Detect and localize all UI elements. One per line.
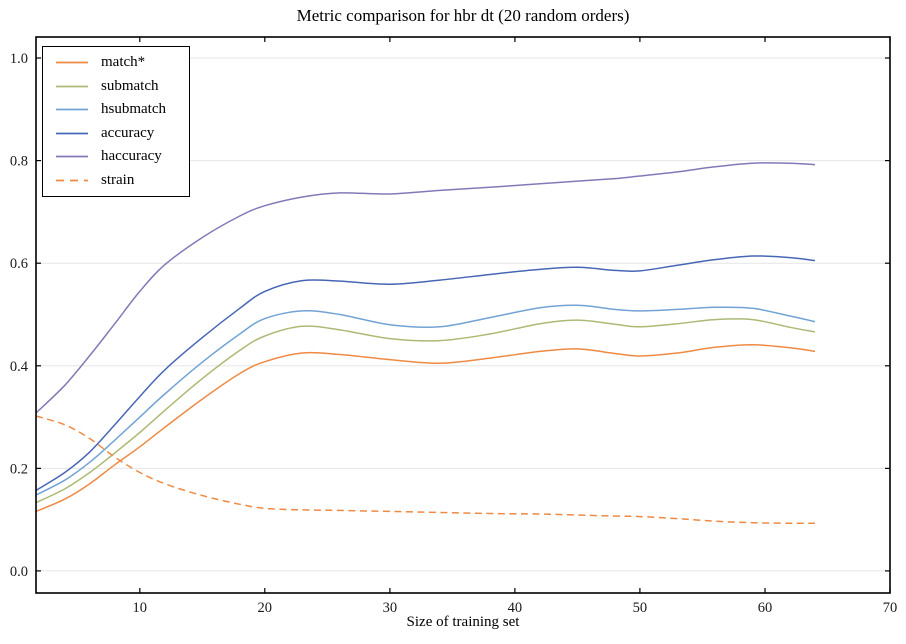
legend-line-swatch — [56, 85, 88, 88]
legend-label: haccuracy — [101, 148, 162, 165]
series-line-hsubmatch — [35, 304, 816, 496]
legend-line-swatch — [56, 61, 88, 64]
x-tick-label: 70 — [883, 600, 898, 616]
series-curves — [35, 162, 816, 524]
y-tick-label: 0.4 — [10, 359, 29, 375]
legend-line-swatch — [56, 179, 88, 182]
chart-title: Metric comparison for hbr dt (20 random … — [296, 6, 630, 25]
legend-label: match* — [101, 54, 146, 71]
y-tick-label: 0.2 — [10, 461, 28, 477]
gridlines — [36, 57, 890, 572]
legend-item-accuracy: accuracy — [55, 122, 189, 145]
series-line-submatch — [35, 318, 816, 504]
legend-item-submatch: submatch — [55, 75, 189, 98]
x-tick-label: 40 — [508, 600, 523, 616]
series-line-match — [35, 343, 816, 513]
x-tick-label: 30 — [383, 600, 398, 616]
legend-item-haccuracy: haccuracy — [55, 145, 189, 168]
legend-line-swatch — [56, 132, 88, 135]
legend-line-swatch — [56, 155, 88, 158]
x-tick-label: 10 — [133, 600, 148, 616]
legend-item-match: match* — [55, 51, 189, 74]
legend-label: submatch — [101, 77, 159, 94]
plot-border — [35, 36, 891, 594]
x-tick-label: 60 — [758, 600, 773, 616]
y-tick-label: 1.0 — [10, 51, 28, 67]
series-line-strain — [35, 415, 816, 524]
legend-label: accuracy — [101, 124, 155, 141]
tick-labels: 10 20 30 40 50 60 70 0.0 0.2 0.4 0.6 0.8 1.0 — [10, 51, 897, 616]
y-tick-label: 0.0 — [10, 564, 28, 580]
tick-marks — [36, 37, 891, 593]
legend-label: hsubmatch — [101, 101, 166, 118]
x-tick-label: 20 — [258, 600, 273, 616]
x-axis-label: Size of training set — [406, 614, 520, 630]
y-tick-label: 0.8 — [10, 154, 28, 170]
legend-line-swatch — [56, 108, 88, 111]
series-line-accuracy — [35, 255, 816, 492]
y-tick-label: 0.6 — [10, 256, 28, 272]
legend-label: strain — [101, 171, 135, 188]
x-tick-label: 50 — [633, 600, 648, 616]
series-line-haccuracy — [35, 162, 816, 414]
legend-item-hsubmatch: hsubmatch — [55, 98, 189, 121]
legend: match* submatch hsubmatch accuracy haccuracy… — [42, 46, 190, 197]
legend-item-strain: strain — [55, 169, 189, 192]
